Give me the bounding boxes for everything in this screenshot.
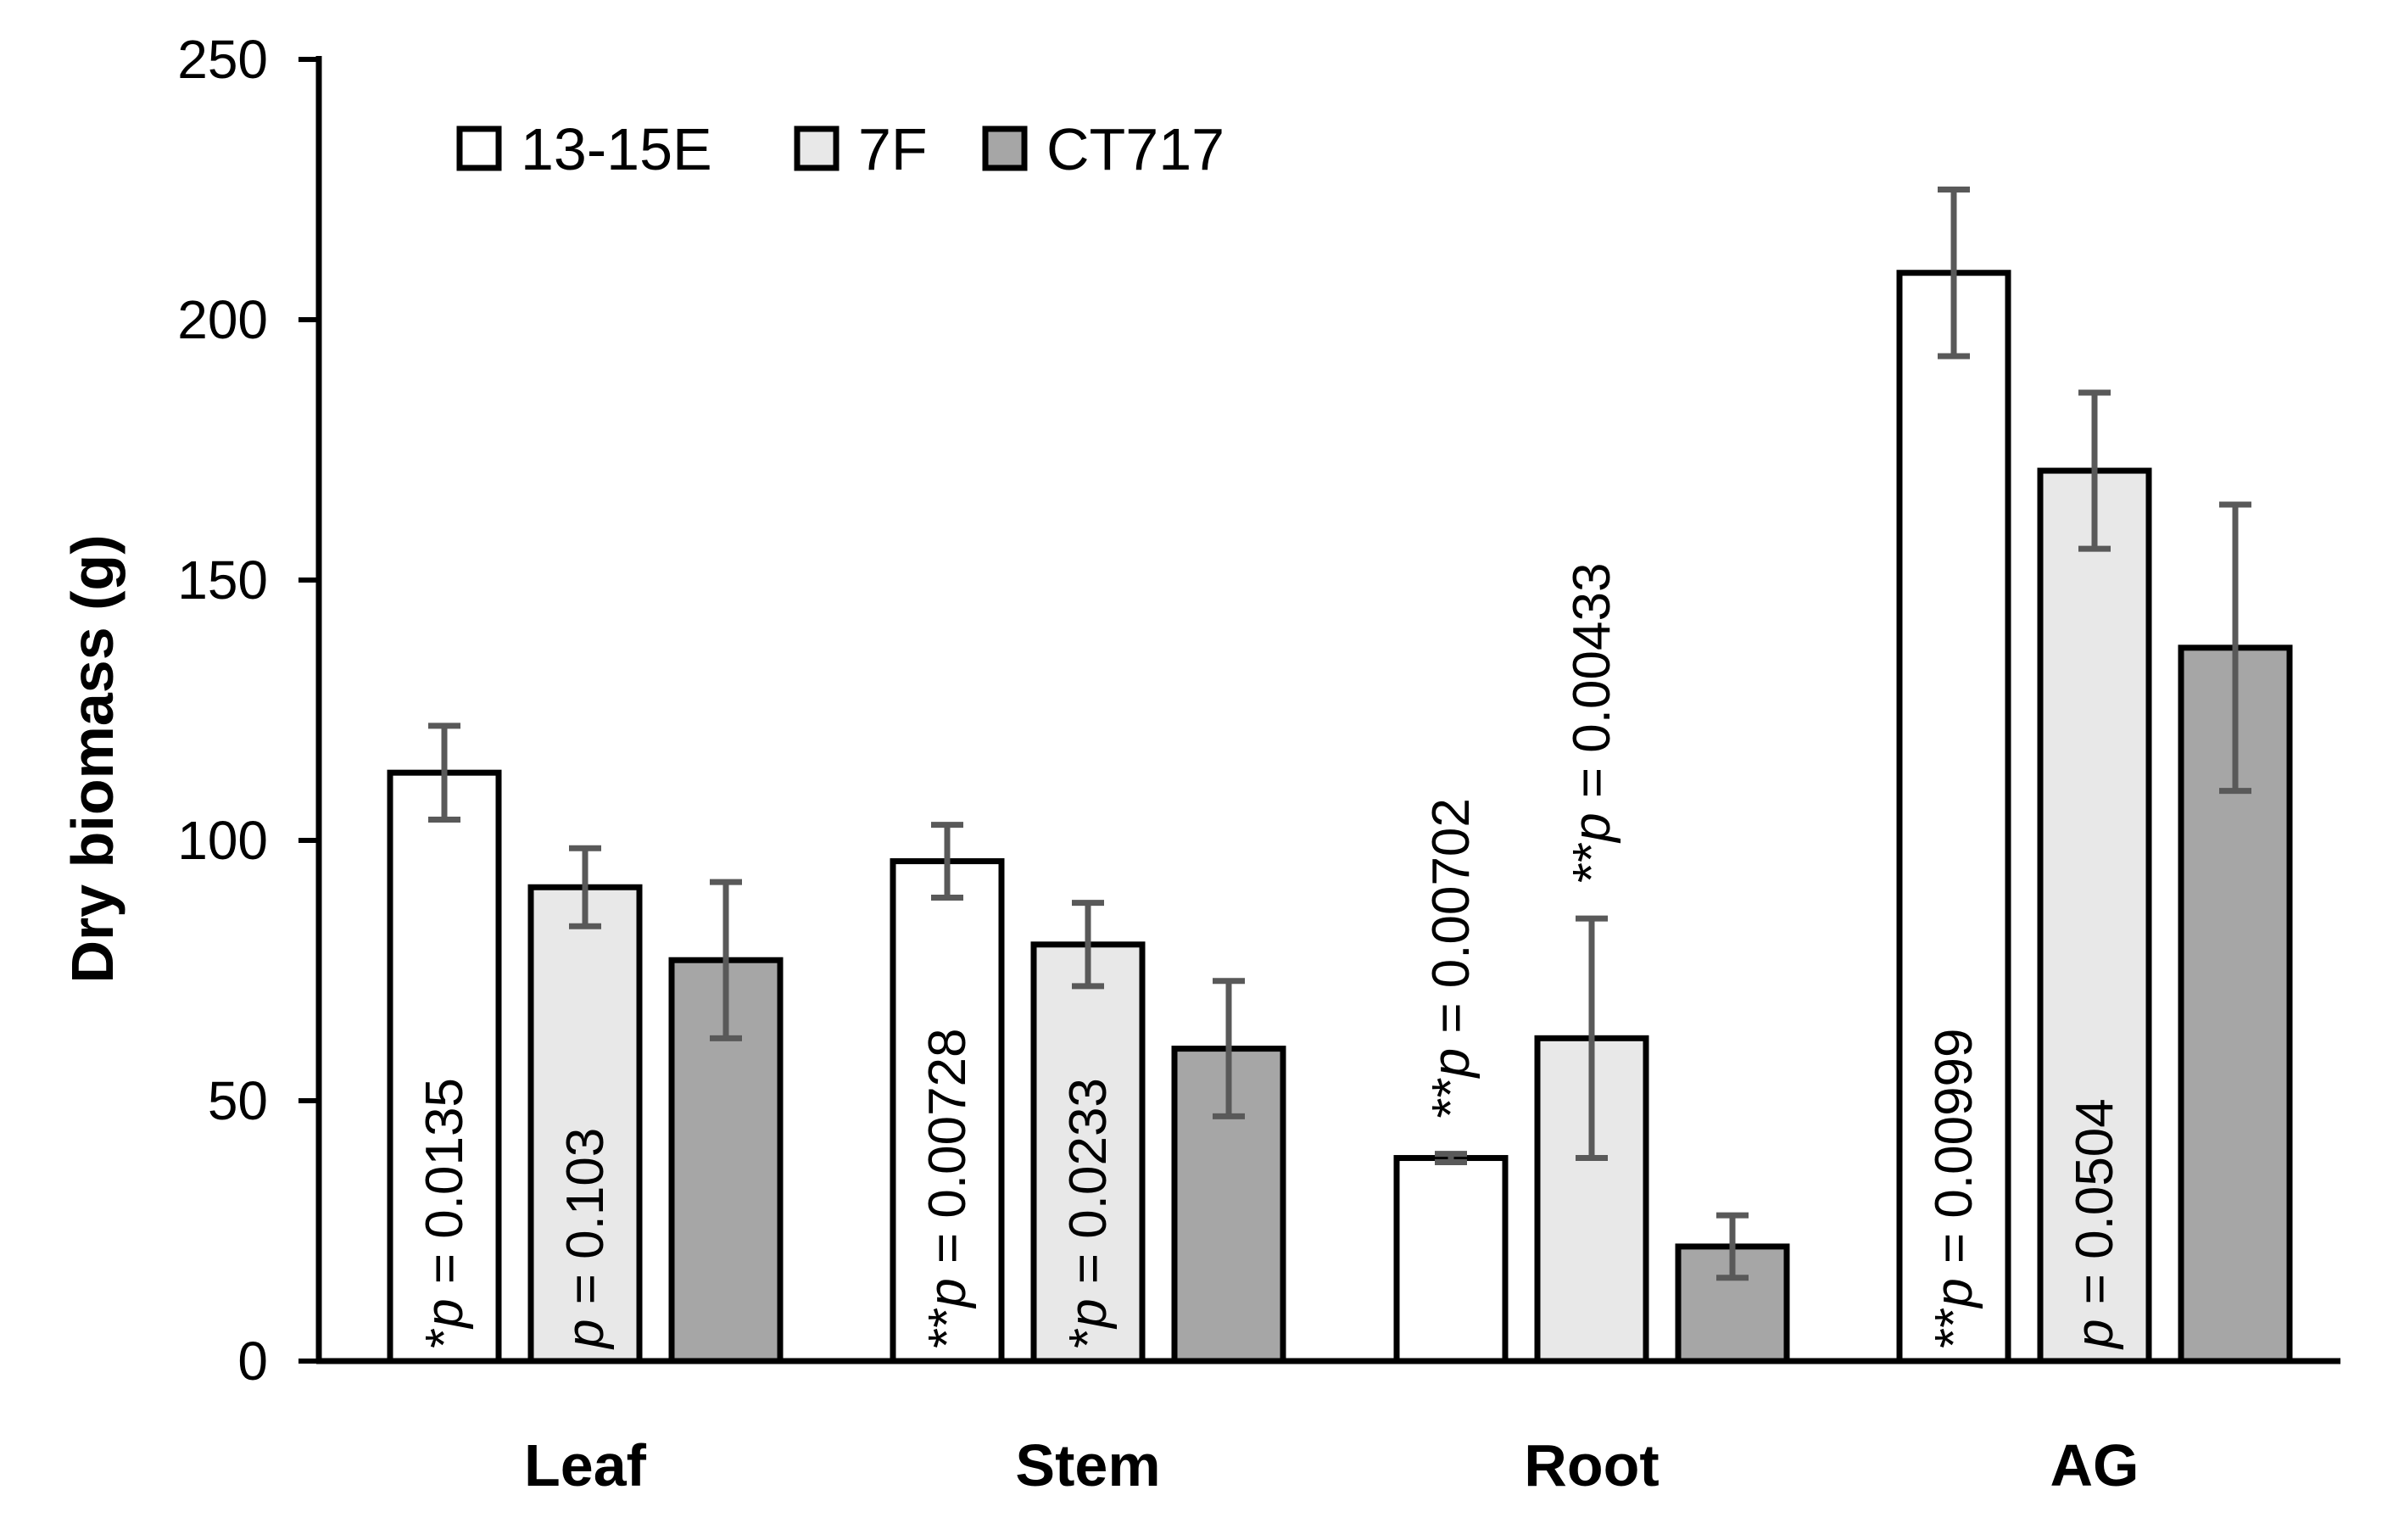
- x-tick-label-leaf: Leaf: [524, 1432, 647, 1498]
- y-tick-label: 250: [177, 29, 268, 90]
- legend-item-ct717: CT717: [982, 116, 1224, 182]
- error-bar: [2219, 501, 2251, 795]
- p-value-label: **p = 0.00702: [1422, 798, 1481, 1119]
- y-tick-label: 150: [177, 550, 268, 611]
- legend-item-7f: 7F: [794, 116, 928, 182]
- bar-stem-13-15e: [890, 858, 1005, 1364]
- y-tick-label: 200: [177, 289, 268, 350]
- bar-root-13-15e: [1393, 1155, 1509, 1364]
- y-tick-label: 100: [177, 810, 268, 871]
- p-value-label: **p = 0.00999: [1925, 1028, 1983, 1348]
- axes-layer: 0 50 100 150 200 250 Leaf Stem Root AG: [177, 29, 2340, 1498]
- x-tick-label-stem: Stem: [1015, 1432, 1160, 1498]
- bars-layer: [387, 270, 2293, 1364]
- error-bar: [1576, 915, 1608, 1162]
- legend-label: 13-15E: [521, 116, 712, 182]
- bar-leaf-7f: [527, 884, 643, 1364]
- p-value-label: **p = 0.00433: [1563, 563, 1621, 884]
- p-value-label: p = 0.0504: [2066, 1098, 2124, 1350]
- legend-item-13-15e: 13-15E: [456, 116, 712, 182]
- legend-swatch: [982, 126, 1028, 171]
- error-bars-layer: [428, 187, 2251, 1281]
- legend-swatch: [794, 126, 840, 171]
- y-tick-label: 50: [208, 1070, 268, 1131]
- legend-swatch: [456, 126, 502, 171]
- error-bar: [428, 723, 460, 823]
- legend-label: CT717: [1046, 116, 1224, 182]
- p-value-label: *p = 0.0135: [416, 1078, 474, 1348]
- y-tick-label: 0: [237, 1331, 268, 1392]
- bar-leaf-13-15e: [387, 769, 502, 1364]
- legend-label: 7F: [858, 116, 928, 182]
- error-bar: [2078, 389, 2111, 552]
- x-tick-label-root: Root: [1524, 1432, 1659, 1498]
- error-bar: [569, 845, 601, 929]
- p-value-label: p = 0.103: [556, 1128, 615, 1350]
- legend: 13-15E 7F CT717: [456, 116, 1224, 182]
- p-value-label: **p = 0.00728: [918, 1028, 977, 1348]
- error-bar: [710, 879, 742, 1041]
- annotations-layer: *p = 0.0135 p = 0.103 **p = 0.00728 *p = 0.…: [416, 563, 2124, 1350]
- error-bar: [1435, 1151, 1467, 1165]
- error-bar: [1716, 1212, 1749, 1281]
- error-bar: [1213, 978, 1245, 1119]
- p-value-label: *p = 0.0233: [1059, 1078, 1118, 1348]
- error-bar: [1938, 187, 1970, 360]
- error-bar: [1072, 900, 1104, 990]
- x-tick-label-ag: AG: [2050, 1432, 2139, 1498]
- y-axis-label: Dry biomass (g): [59, 535, 126, 984]
- error-bar: [931, 822, 963, 901]
